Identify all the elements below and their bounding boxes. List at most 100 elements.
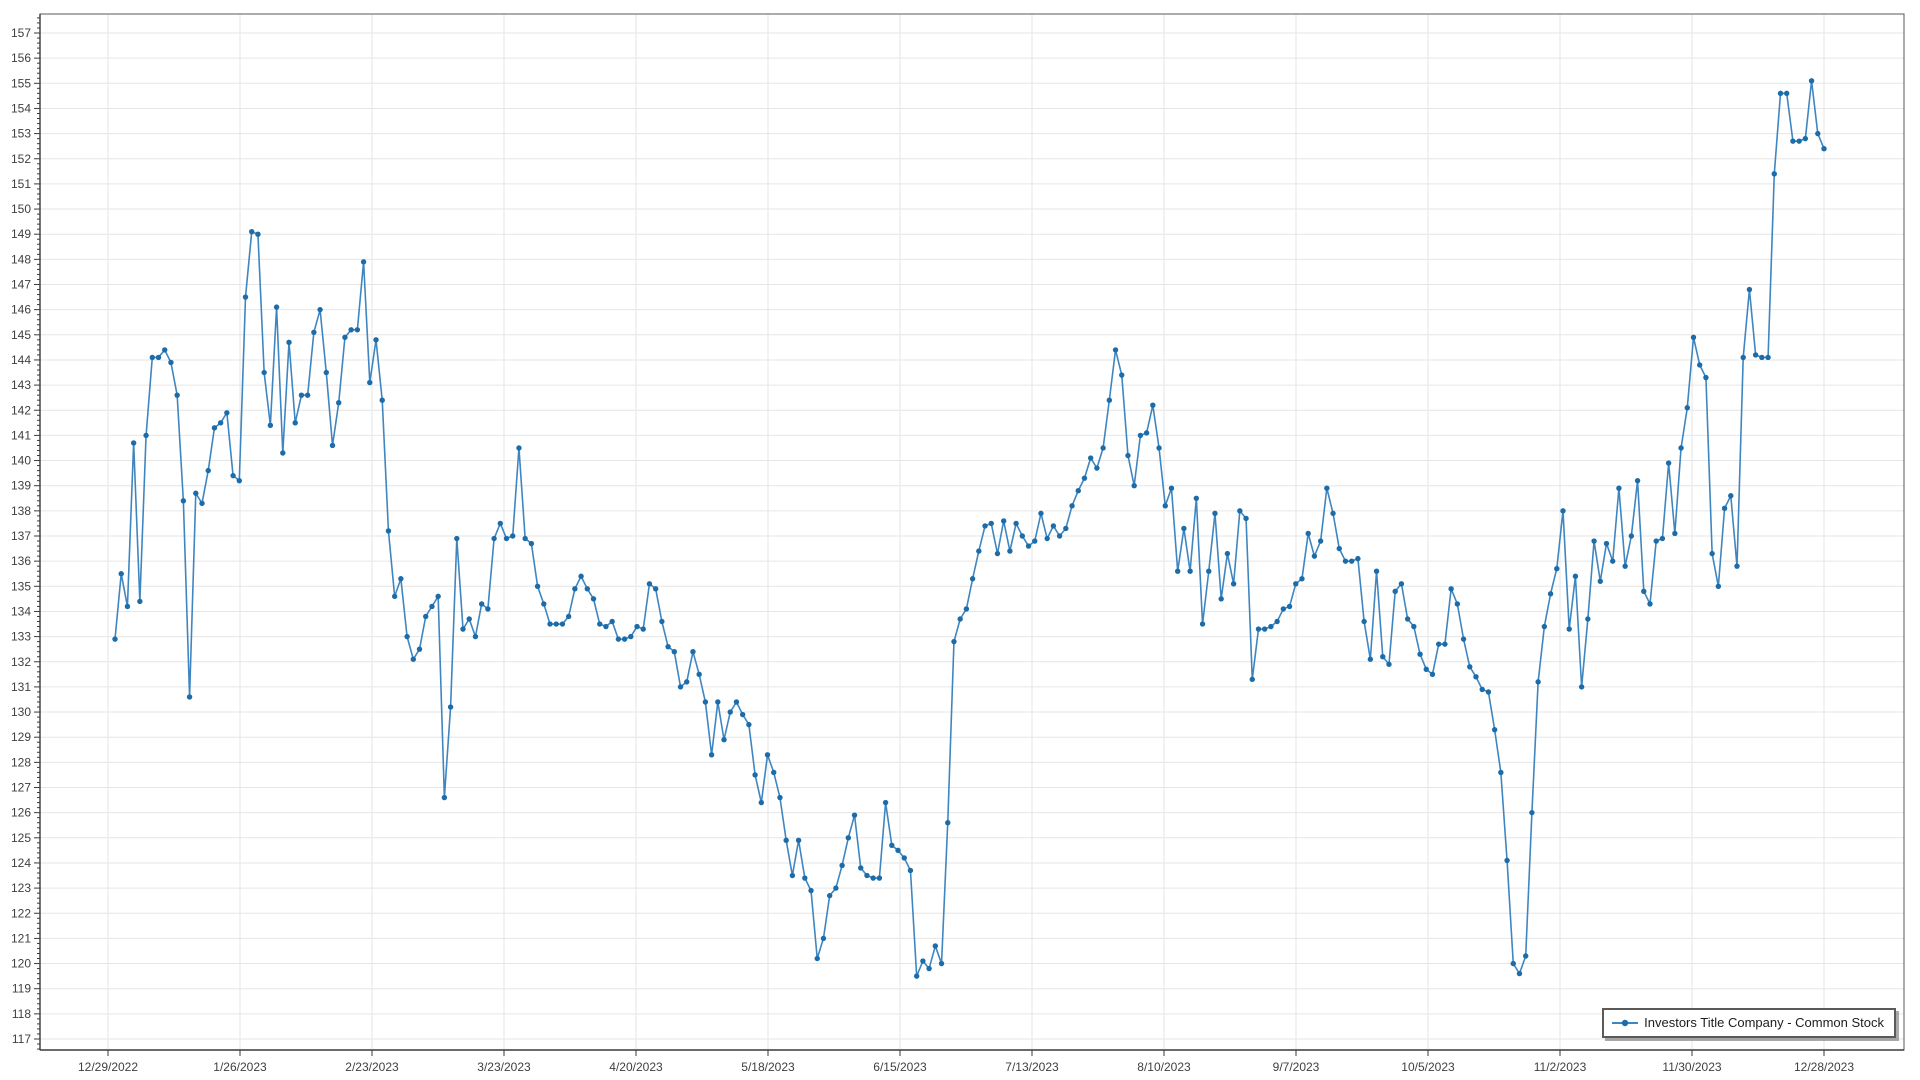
data-point[interactable]: [646, 581, 653, 587]
data-point[interactable]: [1404, 616, 1411, 622]
data-point[interactable]: [1460, 636, 1467, 642]
data-point[interactable]: [454, 535, 460, 542]
data-point[interactable]: [1293, 581, 1299, 587]
data-point[interactable]: [1187, 568, 1193, 574]
data-point[interactable]: [1734, 563, 1740, 569]
data-point[interactable]: [1610, 558, 1616, 564]
data-point[interactable]: [690, 648, 696, 655]
data-point[interactable]: [168, 359, 174, 366]
data-point[interactable]: [1560, 508, 1566, 514]
data-point[interactable]: [1143, 430, 1150, 436]
data-point[interactable]: [118, 571, 124, 577]
data-point[interactable]: [1578, 684, 1585, 690]
data-point[interactable]: [926, 965, 932, 972]
data-point[interactable]: [1324, 485, 1330, 491]
data-point[interactable]: [1535, 679, 1541, 685]
data-point[interactable]: [1672, 530, 1678, 537]
data-point[interactable]: [1504, 857, 1510, 864]
data-point[interactable]: [267, 422, 274, 429]
data-point[interactable]: [609, 618, 615, 625]
data-point[interactable]: [1585, 616, 1591, 622]
data-point[interactable]: [708, 752, 715, 758]
data-point[interactable]: [1305, 530, 1311, 537]
data-point[interactable]: [224, 410, 230, 416]
data-point[interactable]: [1554, 565, 1560, 572]
data-point[interactable]: [1529, 809, 1535, 816]
data-point[interactable]: [565, 613, 572, 620]
data-point[interactable]: [1423, 666, 1429, 672]
data-point[interactable]: [1007, 548, 1013, 554]
data-point[interactable]: [112, 636, 118, 642]
data-point[interactable]: [423, 613, 429, 620]
data-point[interactable]: [826, 892, 833, 899]
data-point[interactable]: [752, 772, 758, 778]
data-point[interactable]: [1174, 568, 1181, 574]
data-point[interactable]: [621, 636, 628, 642]
data-point[interactable]: [963, 606, 970, 612]
data-point[interactable]: [1697, 362, 1703, 368]
data-point[interactable]: [945, 820, 951, 826]
data-point[interactable]: [472, 633, 479, 640]
data-point[interactable]: [1355, 555, 1361, 562]
data-point[interactable]: [236, 477, 242, 484]
data-point[interactable]: [988, 520, 994, 527]
data-point[interactable]: [1821, 145, 1827, 152]
data-point[interactable]: [572, 586, 578, 592]
data-point[interactable]: [304, 392, 311, 398]
data-point[interactable]: [721, 737, 727, 743]
data-point[interactable]: [1566, 626, 1572, 632]
data-point[interactable]: [1665, 460, 1672, 466]
data-point[interactable]: [1081, 475, 1088, 481]
data-point[interactable]: [261, 369, 267, 376]
data-point[interactable]: [1790, 138, 1796, 144]
data-point[interactable]: [186, 694, 193, 700]
data-point[interactable]: [1237, 508, 1243, 514]
data-point[interactable]: [460, 626, 466, 632]
data-point[interactable]: [802, 875, 808, 881]
data-point[interactable]: [1473, 674, 1479, 680]
data-point[interactable]: [1622, 563, 1628, 569]
data-point[interactable]: [205, 467, 211, 474]
data-point[interactable]: [1684, 405, 1690, 411]
data-point[interactable]: [1386, 661, 1392, 667]
data-point[interactable]: [1162, 503, 1168, 509]
data-point[interactable]: [1100, 445, 1106, 451]
data-point[interactable]: [833, 885, 839, 891]
data-point[interactable]: [839, 862, 845, 869]
data-point[interactable]: [895, 847, 901, 854]
data-point[interactable]: [1516, 970, 1523, 977]
data-point[interactable]: [1752, 352, 1759, 358]
data-point[interactable]: [1523, 953, 1529, 959]
data-point[interactable]: [1479, 686, 1485, 693]
data-point[interactable]: [1572, 573, 1579, 579]
data-point[interactable]: [342, 334, 348, 341]
data-point[interactable]: [659, 618, 665, 625]
data-point[interactable]: [1398, 581, 1405, 587]
data-point[interactable]: [447, 704, 454, 710]
data-point[interactable]: [410, 656, 416, 662]
data-point[interactable]: [578, 573, 584, 579]
data-point[interactable]: [789, 872, 796, 879]
data-point[interactable]: [684, 679, 690, 685]
data-point[interactable]: [255, 231, 261, 237]
data-point[interactable]: [1491, 726, 1498, 733]
data-point[interactable]: [435, 593, 441, 600]
data-point[interactable]: [180, 498, 187, 504]
data-point[interactable]: [1591, 538, 1597, 544]
data-point[interactable]: [1765, 354, 1771, 361]
data-point[interactable]: [1367, 656, 1374, 662]
data-point[interactable]: [553, 621, 559, 627]
data-point[interactable]: [398, 576, 404, 582]
data-point[interactable]: [696, 671, 702, 678]
data-point[interactable]: [522, 535, 528, 542]
data-point[interactable]: [1442, 641, 1448, 647]
data-point[interactable]: [882, 799, 889, 806]
data-point[interactable]: [193, 490, 199, 496]
data-point[interactable]: [416, 646, 423, 652]
data-point[interactable]: [677, 684, 684, 690]
data-point[interactable]: [217, 420, 224, 426]
data-point[interactable]: [1429, 671, 1436, 678]
data-point[interactable]: [1746, 286, 1753, 293]
data-point[interactable]: [559, 621, 566, 627]
data-point[interactable]: [727, 709, 733, 715]
